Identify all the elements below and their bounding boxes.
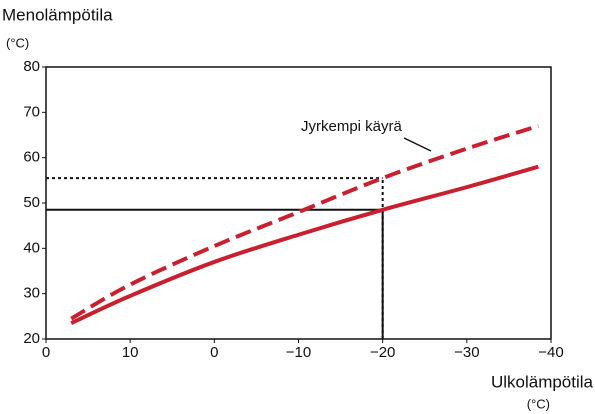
plot-frame — [45, 66, 552, 340]
x-tick-label: −40 — [538, 344, 563, 361]
y-tick-label: 40 — [23, 239, 40, 256]
y-tick-label: 30 — [23, 285, 40, 302]
y-tick-label: 60 — [23, 149, 40, 166]
x-tick-label: −20 — [370, 344, 395, 361]
y-tick-label: 20 — [23, 330, 40, 347]
y-tick-label: 80 — [23, 58, 40, 75]
curve — [70, 164, 539, 325]
y-tick-label: 70 — [23, 103, 40, 120]
x-tick-label: −30 — [454, 344, 479, 361]
x-tick-label: 0 — [210, 344, 218, 361]
annotation: Jyrkempi käyrä — [301, 118, 403, 135]
y-axis-title: Menolämpötila — [2, 5, 113, 24]
x-axis-title: Ulkolämpötila — [491, 372, 594, 391]
x-tick-label: 0 — [42, 344, 50, 361]
x-axis-unit: (°C) — [527, 396, 550, 411]
annotation-leader — [403, 137, 432, 152]
y-axis-unit: (°C) — [6, 35, 29, 50]
y-tick-label: 50 — [23, 194, 40, 211]
x-tick-label: −10 — [286, 344, 311, 361]
x-tick-label: 10 — [122, 344, 139, 361]
